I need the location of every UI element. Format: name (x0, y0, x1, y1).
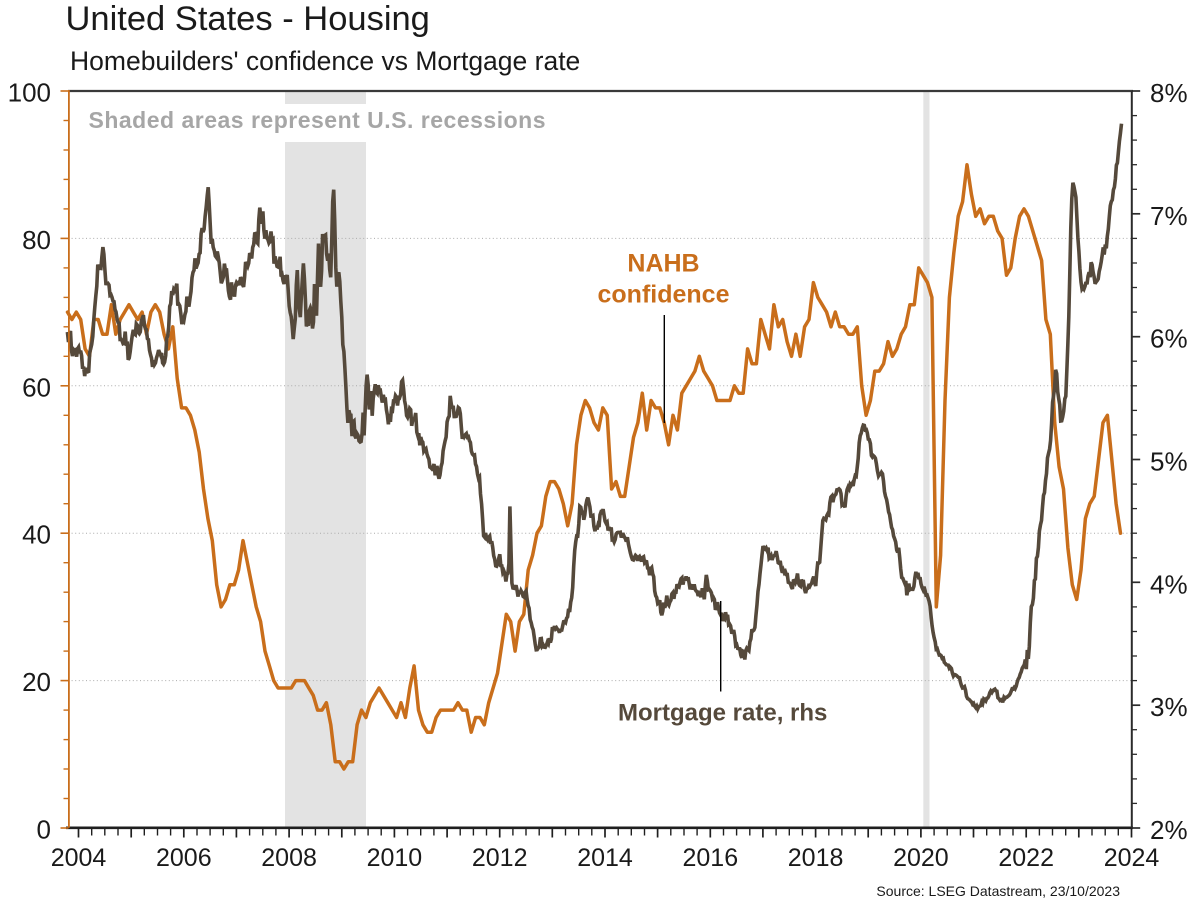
svg-text:2012: 2012 (472, 844, 528, 872)
svg-text:8%: 8% (1150, 78, 1188, 108)
svg-text:2018: 2018 (788, 844, 844, 872)
svg-text:20: 20 (22, 667, 51, 697)
svg-text:40: 40 (22, 520, 51, 550)
svg-text:confidence: confidence (598, 281, 730, 309)
svg-text:Homebuilders' confidence vs Mo: Homebuilders' confidence vs Mortgage rat… (70, 46, 580, 76)
svg-text:2016: 2016 (682, 844, 738, 872)
svg-text:4%: 4% (1150, 569, 1188, 599)
svg-text:Source: LSEG Datastream, 23/10: Source: LSEG Datastream, 23/10/2023 (876, 883, 1120, 899)
svg-text:2022: 2022 (998, 844, 1054, 872)
svg-text:0: 0 (37, 815, 51, 845)
svg-text:2006: 2006 (156, 844, 212, 872)
svg-text:2008: 2008 (261, 844, 317, 872)
svg-text:Shaded areas represent U.S. re: Shaded areas represent U.S. recessions (89, 107, 547, 133)
svg-text:2024: 2024 (1104, 844, 1160, 872)
svg-text:5%: 5% (1150, 447, 1188, 477)
svg-text:100: 100 (8, 78, 51, 108)
svg-text:7%: 7% (1150, 201, 1188, 231)
svg-text:2014: 2014 (577, 844, 633, 872)
svg-text:80: 80 (22, 225, 51, 255)
svg-text:2004: 2004 (51, 844, 107, 872)
svg-text:6%: 6% (1150, 324, 1188, 354)
svg-text:Mortgage rate, rhs: Mortgage rate, rhs (618, 700, 827, 727)
svg-text:3%: 3% (1150, 692, 1188, 722)
svg-text:2020: 2020 (893, 844, 949, 872)
svg-text:2%: 2% (1150, 815, 1188, 845)
svg-text:2010: 2010 (367, 844, 423, 872)
svg-text:United States - Housing: United States - Housing (66, 0, 430, 38)
svg-text:NAHB: NAHB (627, 250, 699, 278)
svg-text:60: 60 (22, 372, 51, 402)
